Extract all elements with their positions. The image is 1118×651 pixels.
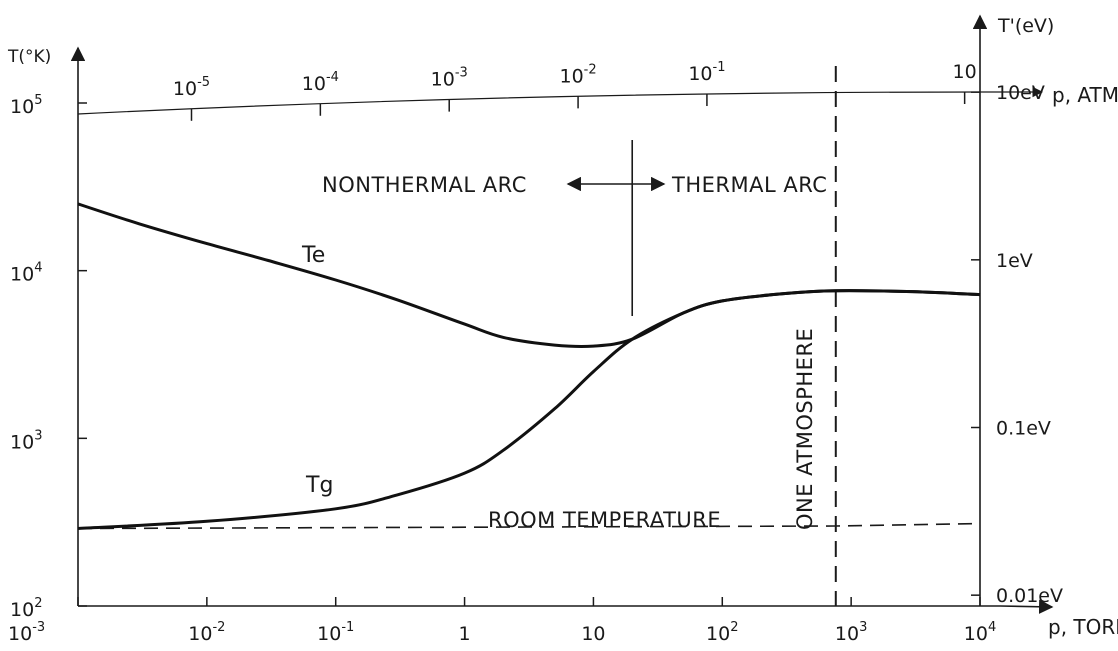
top-axis-line <box>77 91 981 115</box>
x-tick-label: 103 <box>835 620 867 645</box>
y-tick-label: 102 <box>10 596 42 621</box>
right-tick-label: 10eV <box>996 82 1045 104</box>
series-te-label: Te <box>301 243 325 268</box>
nonthermal-arc-label: NONTHERMAL ARC <box>322 173 527 197</box>
thermal-arc-label: THERMAL ARC <box>671 173 827 197</box>
series-tg-label: Tg <box>305 473 333 498</box>
right-tick-label: 1eV <box>996 250 1033 272</box>
x-tick-label: 10 <box>581 623 605 645</box>
top-tick-label: 10-1 <box>688 60 725 85</box>
y-tick-label: 104 <box>10 261 42 286</box>
x-tick-label: 102 <box>706 620 738 645</box>
series-tg-curve <box>77 289 981 530</box>
x-tick-label: 1 <box>459 623 471 645</box>
top-tick-label: 10-5 <box>173 75 210 100</box>
room-temperature-line <box>77 522 981 530</box>
one-atmosphere-label: ONE ATMOSPHERE <box>793 328 817 530</box>
x-tick-label: 104 <box>964 620 996 645</box>
x-axis-arrow <box>999 599 1054 614</box>
x-tick-label: 10-1 <box>317 620 354 645</box>
room-temperature-label: ROOM TEMPERATURE <box>488 508 721 532</box>
right-tick-label: 0.01eV <box>996 585 1063 607</box>
series-te-curve <box>77 202 981 349</box>
top-axis-label: p, ATM <box>1052 83 1118 107</box>
y-tick-label: 105 <box>10 93 42 118</box>
right-axis-label: T'(eV) <box>997 15 1054 37</box>
top-tick-label: 10-2 <box>559 62 596 87</box>
y-tick-label: 103 <box>10 428 42 453</box>
right-tick-label: 0.1eV <box>996 417 1051 439</box>
top-tick-label: 10 <box>953 61 977 83</box>
top-tick-label: 10-4 <box>302 70 339 95</box>
y-axis-label: T(°K) <box>7 47 51 67</box>
x-tick-label: 10-3 <box>8 620 45 645</box>
x-axis-label: p, TORR <box>1048 615 1118 639</box>
top-tick-label: 10-3 <box>431 66 468 91</box>
x-tick-label: 10-2 <box>188 620 225 645</box>
